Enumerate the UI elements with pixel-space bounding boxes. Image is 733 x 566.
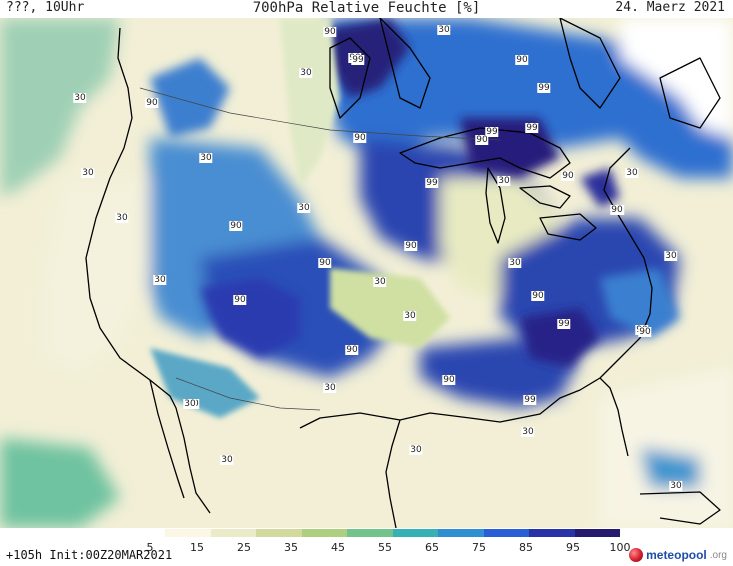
scale-tick-label: 35: [284, 541, 298, 554]
contour-label: 90: [442, 375, 456, 385]
run-info: +105h Init:00Z20MAR2021: [6, 548, 173, 562]
scale-swatch: [256, 529, 302, 537]
contour-label: 90: [323, 27, 337, 37]
humidity-map: 9090303090993090999999909030993030903090…: [0, 18, 733, 528]
contour-label: 30: [373, 277, 387, 287]
scale-tick-label: 25: [237, 541, 251, 554]
map-title: 700hPa Relative Feuchte [%]: [252, 0, 481, 16]
contour-label: 90: [561, 171, 575, 181]
scale-swatch: [574, 529, 620, 537]
contour-label: 30: [81, 168, 95, 178]
contour-label: 90: [404, 241, 418, 251]
logo-text: meteopool: [646, 548, 707, 562]
logo-globe-icon: [629, 548, 644, 562]
contour-label: 99: [557, 319, 571, 329]
scale-swatch: [347, 529, 393, 537]
contour-label: 30: [199, 153, 213, 163]
contour-label: 99: [425, 178, 439, 188]
scale-tick-label: 100: [609, 541, 631, 554]
contour-label: 30: [220, 455, 234, 465]
contour-label: 90: [353, 133, 367, 143]
contour-label: 90: [475, 135, 489, 145]
contour-label: 90: [515, 55, 529, 65]
scale-tick-label: 95: [566, 541, 580, 554]
contour-label: 30: [669, 481, 683, 491]
scale-tick-label: 55: [378, 541, 392, 554]
contour-label: 99: [523, 395, 537, 405]
scale-tick-label: 15: [190, 541, 204, 554]
contour-label: 99: [351, 55, 365, 65]
contour-label: 99: [525, 123, 539, 133]
contour-label: 90: [345, 345, 359, 355]
contour-label: 30: [508, 258, 522, 268]
contour-label: 30: [297, 203, 311, 213]
contour-label: 30: [437, 25, 451, 35]
scale-swatch: [210, 529, 257, 537]
contour-label: 30: [183, 399, 197, 409]
contour-label: 30: [497, 176, 511, 186]
scale-swatch: [392, 529, 439, 537]
meteopool-logo: meteopool .org: [629, 548, 727, 562]
scale-swatch: [483, 529, 530, 537]
humidity-field: [0, 18, 733, 528]
contour-label: 90: [531, 291, 545, 301]
scale-tick-label: 85: [519, 541, 533, 554]
contour-label: 30: [153, 275, 167, 285]
contour-label: 30: [409, 445, 423, 455]
scale-tick-label: 5: [146, 541, 154, 554]
scale-swatch: [529, 529, 575, 537]
contour-label: 90: [610, 205, 624, 215]
scale-tick-label: 65: [425, 541, 439, 554]
border-line: [175, 377, 321, 411]
contour-label: 30: [403, 311, 417, 321]
contour-label: 30: [73, 93, 87, 103]
border-line: [139, 87, 501, 141]
contour-label: 30: [299, 68, 313, 78]
contour-label: 90: [638, 327, 652, 337]
contour-label: 90: [145, 98, 159, 108]
contour-label: 90: [318, 258, 332, 268]
contour-label: 30: [323, 383, 337, 393]
contour-label: 30: [521, 427, 535, 437]
coastline-lines: [85, 18, 721, 528]
contour-label: 90: [229, 221, 243, 231]
contour-label: 99: [537, 83, 551, 93]
forecast-day-label: ???, 10Uhr: [6, 0, 85, 15]
color-scale-bar: [120, 529, 620, 537]
forecast-date: 24. Maerz 2021: [615, 0, 725, 15]
scale-swatch: [438, 529, 484, 537]
color-scale: 5 15 25 35 45 55 65 75 85 95 100: [110, 529, 631, 554]
contour-label: 30: [115, 213, 129, 223]
logo-suffix: .org: [709, 549, 727, 561]
scale-swatch: [165, 529, 211, 537]
scale-swatch: [120, 529, 166, 537]
contour-label: 99: [485, 127, 499, 137]
contour-label: 30: [625, 168, 639, 178]
scale-tick-label: 45: [331, 541, 345, 554]
scale-swatch: [301, 529, 348, 537]
contour-label: 30: [664, 251, 678, 261]
contour-label: 90: [233, 295, 247, 305]
scale-tick-label: 75: [472, 541, 486, 554]
